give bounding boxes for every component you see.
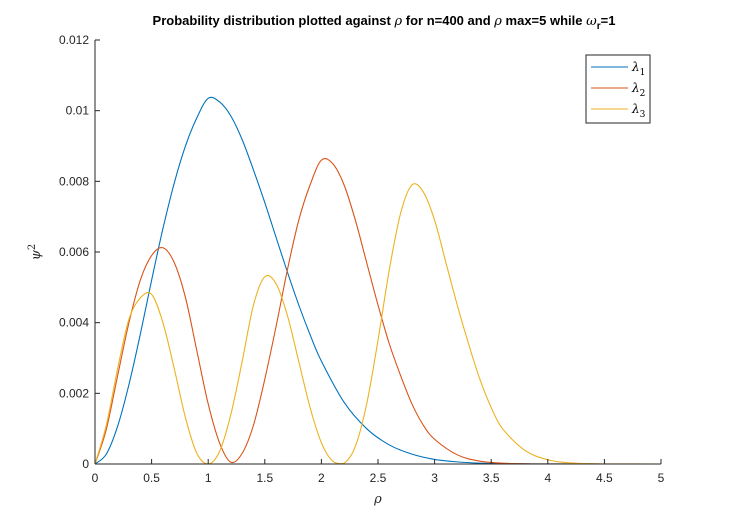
legend-label-3: λ3 <box>631 102 646 120</box>
x-tick-label: 1 <box>205 471 212 485</box>
y-axis-label-base: ψ <box>29 249 44 260</box>
chart-title-suffix: =1 <box>601 13 616 28</box>
y-tick-label: 0.006 <box>59 245 89 259</box>
x-tick-label: 0 <box>92 471 99 485</box>
y-tick-label: 0.012 <box>59 33 89 47</box>
y-tick-label: 0.004 <box>59 316 89 330</box>
legend-label-symbol: λ <box>631 102 640 116</box>
chart-title-rho: ρ <box>393 14 402 29</box>
chart-title-prefix: Probability distribution plotted against <box>153 13 395 28</box>
chart-title-rho-2: ρ <box>493 14 502 29</box>
series-line-2 <box>94 158 661 465</box>
legend-box <box>585 54 651 124</box>
x-tick-label: 4.5 <box>596 471 613 485</box>
x-tick-label: 5 <box>658 471 665 485</box>
x-tick-label: 0.5 <box>143 471 160 485</box>
x-axis-label: ρ <box>373 492 382 507</box>
plot-area: 0 0.5 1 1.5 2 2.5 3 3.5 4 4.5 5 0 0.002 0.004 0.006 0.… <box>59 33 665 485</box>
y-tick-label: 0 <box>82 457 89 471</box>
legend-label-sub: 3 <box>640 110 646 120</box>
y-axis-label-sup: 2 <box>27 244 38 250</box>
chart-title-omega-sub: r <box>597 21 601 32</box>
series-line-1 <box>94 96 661 465</box>
series-line-3 <box>94 183 662 465</box>
plot-background <box>95 40 661 464</box>
chart-title: Probability distribution plotted against… <box>153 13 616 32</box>
chart-title-mid1: for n=400 and <box>402 13 494 28</box>
legend-label-symbol: λ <box>631 81 640 95</box>
y-axis-label: ψ2 <box>27 244 44 261</box>
chart-title-mid2: max=5 while <box>502 13 586 28</box>
x-tick-label: 2.5 <box>370 471 387 485</box>
series-layer <box>94 96 662 465</box>
x-tick-label: 1.5 <box>256 471 273 485</box>
legend-label-sub: 1 <box>640 68 646 78</box>
x-ticks: 0 0.5 1 1.5 2 2.5 3 3.5 4 4.5 5 <box>92 459 665 485</box>
legend-label-sub: 2 <box>640 89 646 99</box>
legend-label-1: λ1 <box>631 60 645 78</box>
y-ticks: 0 0.002 0.004 0.006 0.008 0.01 0.012 <box>59 33 100 471</box>
y-tick-label: 0.01 <box>66 104 90 118</box>
x-tick-label: 3 <box>431 471 438 485</box>
x-tick-label: 3.5 <box>483 471 500 485</box>
x-tick-label: 2 <box>318 471 325 485</box>
x-tick-label: 4 <box>544 471 551 485</box>
legend-label-2: λ2 <box>631 81 645 99</box>
chart-title-omega: ω <box>586 14 597 29</box>
legend-label-symbol: λ <box>631 60 640 74</box>
y-tick-label: 0.002 <box>59 386 89 400</box>
y-tick-label: 0.008 <box>59 174 89 188</box>
